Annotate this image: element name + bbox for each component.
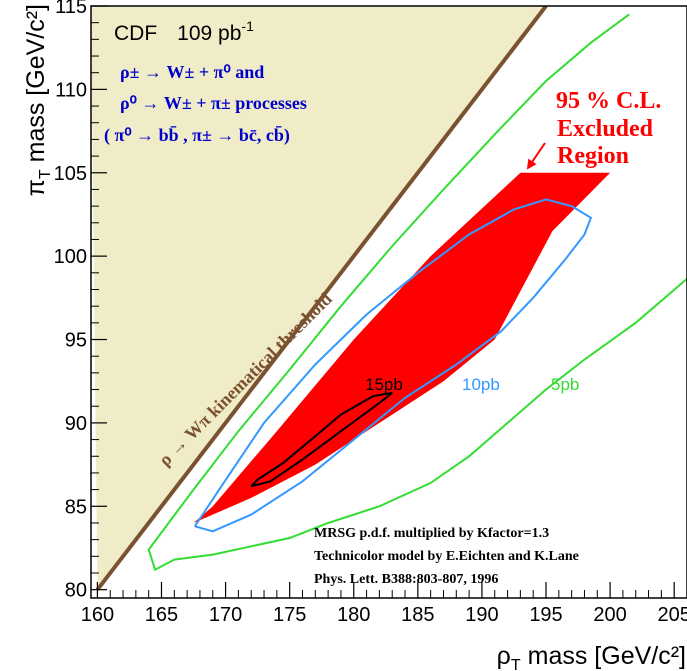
y-axis-title: πT mass [GeV/c²] xyxy=(22,4,54,196)
contour-5pb xyxy=(147,13,687,572)
annotation-pdf: MRSG p.d.f. multiplied by Kfactor=1.3 xyxy=(314,526,549,541)
excluded-region-95cl xyxy=(193,172,611,524)
excluded-label-line-3: Region xyxy=(557,143,629,169)
x-tick-label: 180 xyxy=(337,604,370,626)
x-tick-label: 185 xyxy=(401,604,434,626)
y-axis-ticks: 80 85 90 95 100 105 110 115 xyxy=(54,0,107,602)
x-axis-title: ρT mass [GeV/c²] xyxy=(497,642,686,671)
x-tick-label: 165 xyxy=(145,604,178,626)
contour-label-10pb: 10pb xyxy=(462,375,500,394)
process-line-2: ρ⁰ → W± + π± processes xyxy=(120,93,307,113)
annotation-model: Technicolor model by E.Eichten and K.Lan… xyxy=(314,549,579,564)
x-tick-label: 195 xyxy=(529,604,562,626)
x-axis-ticks: 160 165 170 175 180 185 190 195 200 205 xyxy=(81,582,687,626)
excluded-region-arrow xyxy=(526,142,546,170)
y-tick-label: 95 xyxy=(65,330,87,352)
contour-label-5pb: 5pb xyxy=(551,375,579,394)
contour-15pb xyxy=(250,391,393,488)
y-tick-label: 80 xyxy=(65,580,87,602)
kinematic-threshold-line xyxy=(95,6,548,591)
y-tick-label: 85 xyxy=(65,496,87,518)
process-line-1: ρ± → W± + π⁰ and xyxy=(120,62,264,82)
x-tick-label: 190 xyxy=(465,604,498,626)
y-tick-label: 110 xyxy=(55,79,87,101)
contour-label-15pb: 15pb xyxy=(365,375,403,394)
x-tick-label: 200 xyxy=(593,604,626,626)
x-tick-label: 170 xyxy=(209,604,242,626)
x-tick-label: 160 xyxy=(81,604,114,626)
annotation-reference: Phys. Lett. B388:803-807, 1996 xyxy=(314,572,498,587)
y-tick-label: 115 xyxy=(55,0,87,18)
excluded-label-line-1: 95 % C.L. xyxy=(556,88,661,114)
experiment-label: CDF 109 pb-1 xyxy=(114,18,254,45)
x-tick-label: 175 xyxy=(273,604,306,626)
x-tick-label: 205 xyxy=(657,604,687,626)
excluded-label-line-2: Excluded xyxy=(557,116,654,142)
y-tick-label: 100 xyxy=(54,246,87,268)
process-line-3: ( π⁰ → bb̄ , π± → bc̄, cb̄) xyxy=(104,124,290,146)
contour-10pb xyxy=(193,198,593,533)
plot-frame xyxy=(90,5,687,599)
y-tick-label: 90 xyxy=(65,413,87,435)
y-tick-label: 105 xyxy=(54,163,87,185)
